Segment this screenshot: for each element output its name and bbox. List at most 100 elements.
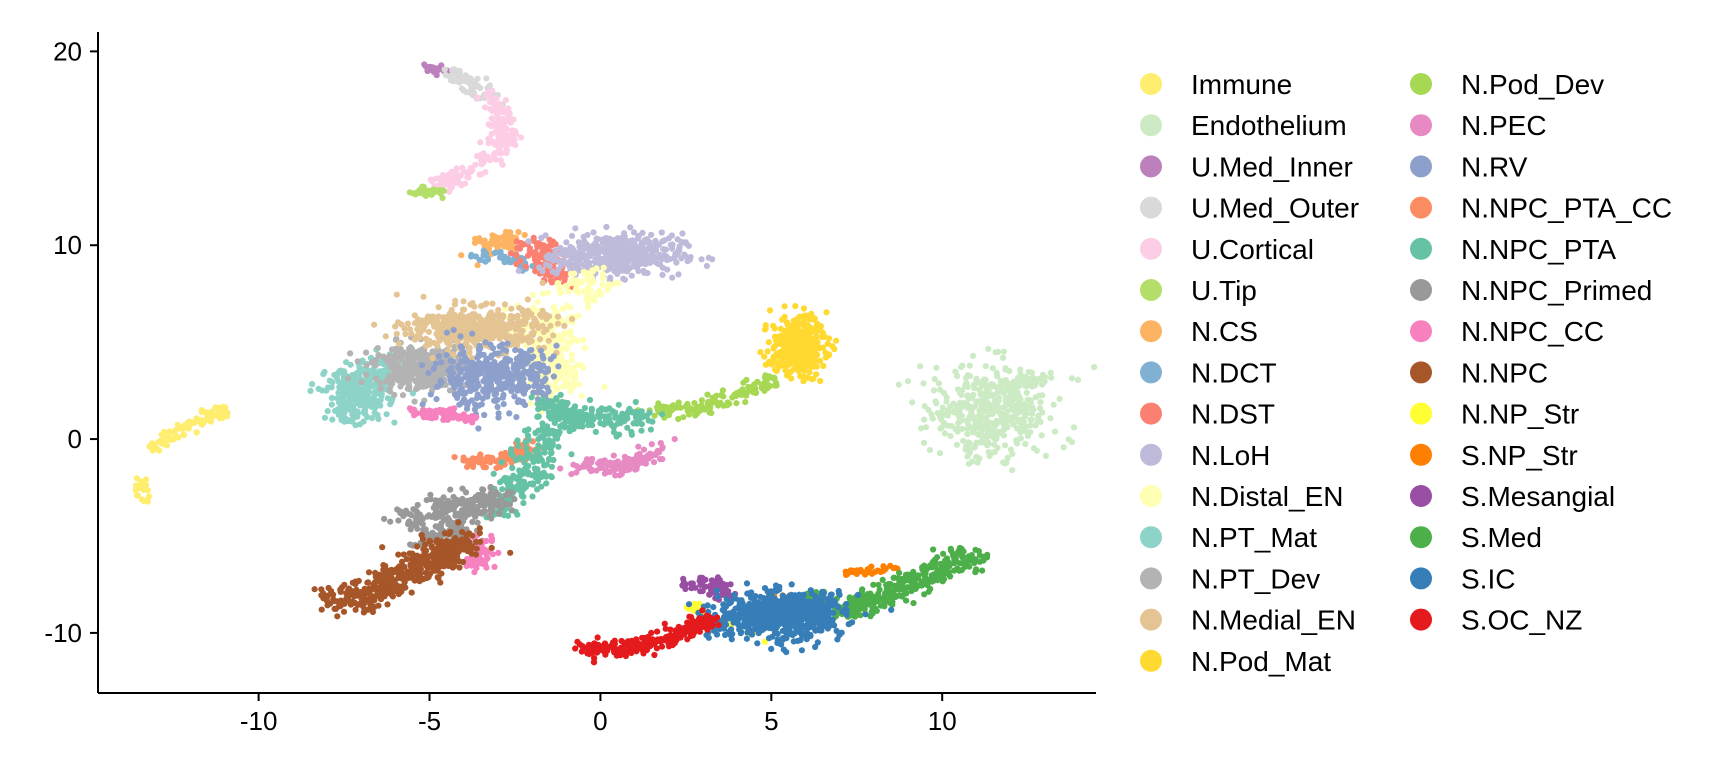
data-point	[962, 374, 970, 381]
data-point	[414, 365, 421, 372]
data-point	[555, 443, 562, 450]
data-point	[624, 424, 631, 431]
data-point	[499, 322, 506, 329]
data-point	[1047, 369, 1054, 376]
data-point	[443, 408, 450, 415]
data-point	[386, 379, 393, 386]
data-point	[547, 450, 555, 457]
data-point	[347, 350, 354, 357]
data-point	[623, 265, 630, 272]
data-point	[1023, 389, 1030, 396]
data-point	[473, 94, 481, 101]
data-point	[198, 416, 205, 424]
data-point	[435, 304, 442, 311]
data-point	[568, 451, 575, 458]
data-point	[569, 316, 576, 323]
data-point	[472, 513, 479, 520]
data-point	[648, 258, 655, 265]
data-point	[670, 402, 677, 409]
data-point	[997, 429, 1004, 436]
series-immune	[132, 403, 231, 505]
data-point	[530, 234, 537, 241]
data-point	[411, 398, 418, 405]
data-point	[495, 414, 502, 421]
data-point	[435, 353, 442, 360]
data-point	[590, 293, 597, 300]
data-point	[427, 491, 434, 498]
data-point	[510, 116, 517, 123]
data-point	[529, 291, 537, 299]
data-point	[543, 315, 550, 323]
data-point	[530, 304, 537, 311]
data-point	[550, 373, 558, 380]
data-point	[794, 324, 801, 331]
data-point	[433, 317, 440, 324]
data-point	[656, 251, 663, 258]
data-point	[469, 518, 476, 526]
data-point	[521, 231, 528, 239]
data-point	[347, 361, 354, 368]
data-point	[1007, 446, 1015, 453]
data-point	[400, 513, 407, 520]
data-point	[446, 188, 453, 195]
data-point	[457, 366, 465, 373]
data-point	[930, 387, 938, 394]
data-point	[642, 460, 650, 467]
data-point	[967, 424, 974, 431]
data-point	[450, 351, 457, 358]
data-point	[615, 401, 622, 408]
data-point	[703, 262, 711, 270]
data-point	[487, 483, 494, 491]
data-point	[469, 330, 476, 337]
data-point	[496, 510, 503, 517]
data-point	[436, 406, 443, 413]
data-point	[808, 310, 815, 317]
data-point	[661, 252, 668, 259]
data-point	[568, 351, 575, 358]
data-point	[526, 245, 534, 252]
data-point	[460, 87, 467, 94]
data-point	[523, 445, 530, 452]
data-point	[166, 435, 173, 442]
data-point	[472, 253, 479, 260]
data-point	[472, 161, 479, 168]
data-point	[502, 361, 509, 368]
data-point	[641, 269, 648, 276]
data-point	[624, 259, 631, 266]
data-point	[624, 458, 631, 465]
data-point	[437, 367, 445, 375]
data-point	[498, 139, 505, 146]
data-point	[424, 414, 431, 421]
data-point	[507, 335, 514, 342]
data-point	[696, 407, 704, 414]
data-point	[399, 392, 407, 399]
data-point	[513, 414, 520, 421]
data-point	[468, 253, 475, 260]
data-point	[564, 371, 572, 378]
data-point	[449, 358, 456, 365]
data-point	[477, 238, 484, 245]
data-point	[631, 256, 639, 263]
data-point	[538, 457, 546, 464]
data-point	[528, 321, 536, 328]
data-point	[610, 429, 618, 436]
data-point	[542, 232, 549, 239]
data-point	[787, 368, 794, 375]
data-point	[999, 354, 1007, 361]
data-point	[770, 355, 777, 362]
data-point	[639, 255, 646, 263]
data-point	[500, 256, 508, 263]
data-point	[740, 379, 747, 386]
data-point	[452, 168, 459, 175]
data-point	[548, 474, 555, 481]
data-point	[762, 361, 769, 368]
data-point	[492, 249, 499, 256]
data-point	[752, 389, 760, 396]
data-point	[407, 366, 414, 373]
data-point	[451, 405, 458, 412]
data-point	[789, 326, 796, 334]
series-n-dct	[468, 247, 536, 274]
data-point	[509, 340, 517, 347]
data-point	[503, 347, 510, 354]
data-point	[550, 252, 557, 259]
